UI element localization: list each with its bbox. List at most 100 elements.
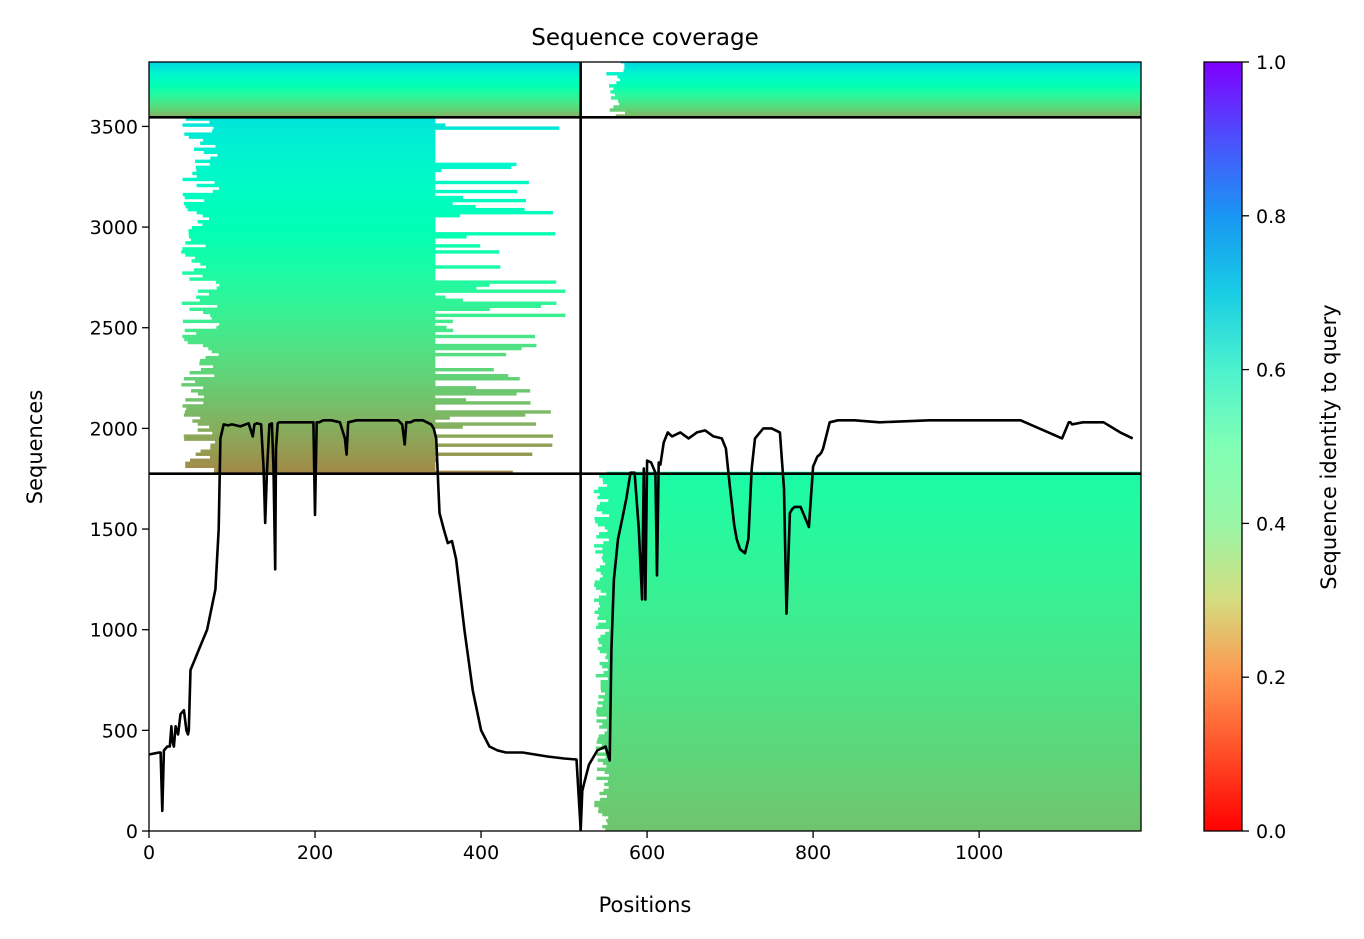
coverage-row	[598, 806, 1141, 811]
coverage-row	[597, 637, 1141, 642]
coverage-row	[195, 452, 533, 456]
coverage-row	[203, 401, 531, 405]
coverage-row	[181, 250, 500, 254]
coverage-row	[598, 809, 1141, 814]
coverage-row	[610, 90, 1141, 94]
coverage-row	[604, 749, 1141, 753]
coverage-row	[217, 304, 541, 308]
coverage-row	[606, 652, 1141, 657]
coverage-row	[191, 259, 436, 263]
coverage-row	[185, 398, 467, 402]
coverage-row	[616, 81, 1141, 85]
coverage-row	[181, 383, 436, 387]
coverage-row	[598, 595, 1141, 599]
coverage-row	[623, 69, 1141, 73]
coverage-row	[211, 316, 436, 321]
chart-title: Sequence coverage	[531, 25, 759, 51]
coverage-row	[149, 66, 581, 70]
coverage-row	[599, 532, 1141, 536]
coverage-row	[205, 355, 436, 360]
coverage-row	[604, 526, 1141, 530]
coverage-row	[624, 111, 1141, 115]
coverage-row	[202, 343, 537, 348]
coverage-row	[594, 583, 1141, 587]
coverage-row	[596, 568, 1141, 572]
coverage-row	[199, 361, 436, 366]
coverage-row	[599, 577, 1141, 581]
coverage-row	[602, 510, 1141, 515]
plot-frame	[148, 61, 1142, 832]
coverage-row	[204, 198, 526, 203]
coverage-row	[599, 725, 1141, 729]
coverage-row	[219, 322, 436, 327]
coverage-row	[149, 63, 581, 67]
coverage-row	[608, 498, 1141, 503]
coverage-row	[214, 374, 509, 378]
coverage-row	[184, 337, 436, 342]
coverage-row	[602, 761, 1141, 765]
coverage-row	[603, 788, 1141, 793]
x-tick-label: 400	[463, 842, 499, 864]
coverage-row	[599, 501, 1141, 506]
x-tick-label: 200	[297, 842, 333, 864]
coverage-row	[602, 559, 1141, 563]
coverage-row	[203, 386, 477, 390]
coverage-row	[602, 812, 1141, 817]
coverage-row	[182, 319, 453, 324]
coverage-row	[149, 99, 581, 103]
coverage-row	[211, 349, 436, 354]
coverage-row	[600, 634, 1141, 639]
y-tick-label: 500	[102, 720, 138, 742]
coverage-row	[617, 75, 1141, 79]
coverage-row	[609, 513, 1141, 518]
coverage-row	[208, 346, 522, 351]
coverage-row	[604, 770, 1141, 775]
coverage-row	[214, 180, 529, 185]
coverage-row	[206, 265, 501, 269]
coverage-row	[600, 589, 1141, 593]
colorbar-tick-label: 0.6	[1256, 360, 1286, 382]
coverage-row	[192, 419, 436, 423]
y-tick-label: 2500	[90, 318, 138, 340]
coverage-row	[598, 601, 1141, 605]
coverage-row	[200, 367, 494, 372]
coverage-row	[614, 93, 1141, 97]
coverage-row	[596, 535, 1141, 539]
coverage-row	[593, 489, 1141, 494]
x-tick-label: 1000	[955, 842, 1003, 864]
coverage-row	[613, 105, 1141, 109]
y-tick-label: 3500	[90, 116, 138, 138]
colorbar-tick-label: 0.0	[1256, 821, 1286, 843]
coverage-row	[608, 785, 1141, 790]
coverage-row	[604, 782, 1141, 787]
coverage-row	[600, 683, 1141, 687]
coverage-row	[596, 767, 1141, 772]
coverage-row	[609, 773, 1141, 778]
coverage-row	[605, 562, 1141, 566]
coverage-row	[212, 431, 436, 435]
y-axis-ticks: 0 500 1000 1500 2000 2500 3000 3500	[90, 116, 149, 843]
coverage-row	[183, 413, 526, 417]
coverage-row	[200, 449, 436, 453]
coverage-row	[603, 698, 1141, 702]
coverage-row	[213, 470, 513, 475]
coverage-row	[149, 81, 581, 85]
coverage-row	[600, 680, 1141, 684]
coverage-row	[149, 114, 581, 118]
coverage-row	[607, 821, 1141, 826]
coverage-row	[606, 818, 1141, 823]
coverage-row	[600, 689, 1141, 693]
coverage-row	[185, 464, 436, 469]
coverage-row	[192, 171, 436, 176]
coverage-block-3	[181, 117, 566, 475]
x-tick-label: 600	[629, 842, 665, 864]
coverage-row	[604, 692, 1141, 696]
coverage-row	[189, 277, 436, 281]
coverage-row	[184, 195, 464, 200]
coverage-row	[149, 105, 581, 109]
colorbar-tick-label: 0.8	[1256, 206, 1286, 228]
coverage-row	[203, 395, 436, 399]
coverage-row	[149, 102, 581, 106]
coverage-row	[182, 192, 436, 197]
y-tick-label: 3000	[90, 217, 138, 239]
